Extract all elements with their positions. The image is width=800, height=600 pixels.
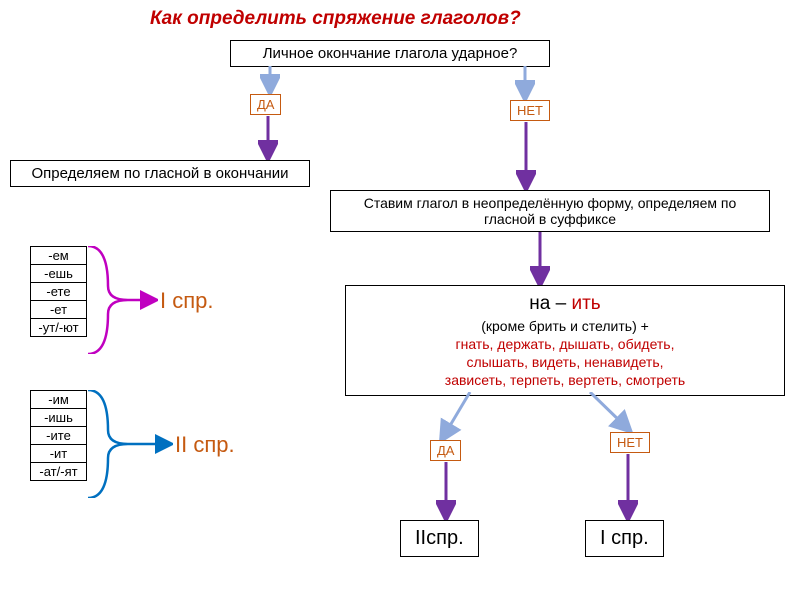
ending-cell: -ем (31, 247, 87, 265)
rule-box: на – ить (кроме брить и стелить) + гнать… (345, 285, 785, 396)
ending-cell: -ат/-ят (31, 463, 87, 481)
spr2-label: II спр. (175, 432, 235, 458)
arrow-no-down-1 (516, 122, 536, 190)
endings-table-2: -им -ишь -ите -ит -ат/-ят (30, 390, 87, 481)
arrow-no2-down (618, 454, 638, 520)
page-title: Как определить спряжение глаголов? (150, 8, 521, 30)
no-label-1: НЕТ (510, 100, 550, 121)
arrow-yes-down-1 (258, 116, 278, 160)
ending-cell: -ит (31, 445, 87, 463)
no-label-2: НЕТ (610, 432, 650, 453)
ending-cell: -ите (31, 427, 87, 445)
ending-cell: -ут/-ют (31, 319, 87, 337)
endings-table-1: -ем -ешь -ете -ет -ут/-ют (30, 246, 87, 337)
ending-cell: -им (31, 391, 87, 409)
result-1spr: I спр. (585, 520, 664, 557)
rule-head-red: ить (571, 293, 600, 314)
arrow-no-1 (515, 66, 535, 100)
arrow-to-yes2 (430, 392, 480, 442)
ending-cell: -ишь (31, 409, 87, 427)
arrow-right-rule-down (530, 232, 550, 286)
rule-head: на – (529, 293, 571, 314)
rule-sub: (кроме брить и стелить) + (352, 317, 778, 335)
bracket-1 (88, 246, 158, 354)
arrow-yes2-down (436, 462, 456, 520)
rule-list-1: гнать, держать, дышать, обидеть, (352, 335, 778, 353)
bracket-2 (88, 390, 173, 498)
arrow-to-no2 (585, 392, 645, 434)
rule-list-3: зависеть, терпеть, вертеть, смотреть (352, 371, 778, 389)
question-main: Личное окончание глагола ударное? (230, 40, 550, 67)
ending-cell: -ешь (31, 265, 87, 283)
left-rule: Определяем по гласной в окончании (10, 160, 310, 187)
arrow-yes-1 (260, 66, 280, 94)
yes-label-1: ДА (250, 94, 281, 115)
ending-cell: -ете (31, 283, 87, 301)
spr1-label: I спр. (160, 288, 214, 314)
result-2spr: IIспр. (400, 520, 479, 557)
yes-label-2: ДА (430, 440, 461, 461)
ending-cell: -ет (31, 301, 87, 319)
rule-list-2: слышать, видеть, ненавидеть, (352, 353, 778, 371)
right-rule: Ставим глагол в неопределённую форму, оп… (330, 190, 770, 232)
